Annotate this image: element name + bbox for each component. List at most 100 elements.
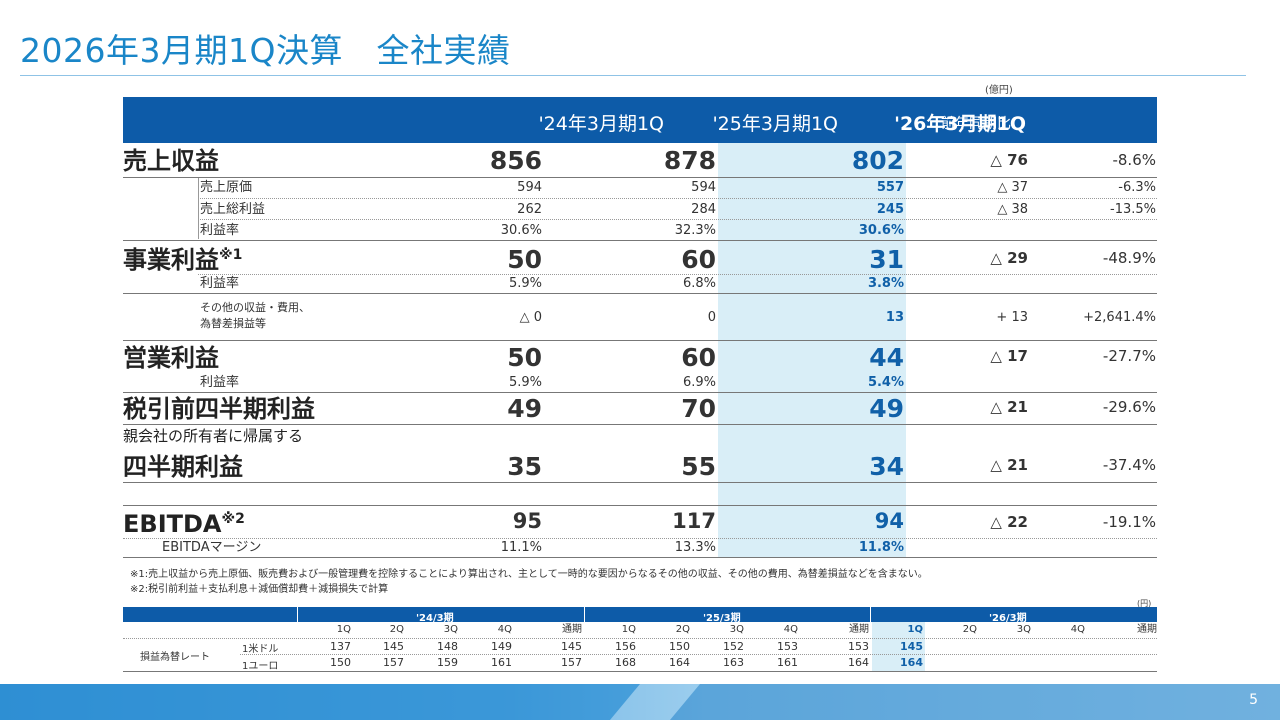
header-fy26: '26年3月期1Q bbox=[894, 113, 1026, 135]
gross-delta: △ 38 bbox=[997, 202, 1028, 217]
page-title: 2026年3月期1Q決算 全社実績 bbox=[20, 31, 511, 70]
fx-period-0: 1Q bbox=[336, 624, 351, 635]
fx-row-divider bbox=[240, 654, 1157, 655]
fx-row-label-usd: 1米ドル bbox=[242, 644, 279, 655]
fx-usd-7: 152 bbox=[723, 640, 744, 653]
other-pct: +2,641.4% bbox=[1083, 310, 1156, 325]
other-fy25: 0 bbox=[707, 310, 716, 325]
business-fy24: 50 bbox=[507, 245, 542, 274]
gross-fy25: 284 bbox=[691, 202, 716, 217]
operating-margin-fy25: 6.9% bbox=[682, 375, 716, 390]
operating-fy26: 44 bbox=[869, 343, 904, 372]
other-delta: + 13 bbox=[996, 310, 1028, 325]
net-fy26: 34 bbox=[869, 452, 904, 481]
row-label-gross: 売上総利益 bbox=[200, 202, 266, 217]
fx-period-1: 2Q bbox=[389, 624, 404, 635]
fx-period-9: 通期 bbox=[849, 624, 869, 635]
header-fy25: '25年3月期1Q bbox=[712, 113, 838, 135]
business-pct: -48.9% bbox=[1102, 249, 1156, 267]
ebitda-fy24: 95 bbox=[512, 509, 542, 533]
ebitda-margin-fy24: 11.1% bbox=[500, 540, 542, 555]
row-divider bbox=[123, 505, 1157, 506]
cogs-fy25: 594 bbox=[691, 180, 716, 195]
current-period-highlight bbox=[718, 143, 906, 557]
business-delta: △ 29 bbox=[990, 249, 1028, 267]
ebitda-margin-fy26: 11.8% bbox=[858, 540, 904, 555]
table-header: '24年3月期1Q '25年3月期1Q '26年3月期1Q 前年同期比 bbox=[123, 97, 1157, 143]
fx-eur-4: 157 bbox=[561, 656, 582, 669]
pretax-fy26: 49 bbox=[869, 394, 904, 423]
other-fy24: △ 0 bbox=[519, 310, 542, 325]
row-label-cogs: 売上原価 bbox=[200, 180, 253, 195]
fx-eur-1: 157 bbox=[383, 656, 404, 669]
fx-eur-3: 161 bbox=[491, 656, 512, 669]
fx-separator bbox=[870, 607, 871, 622]
fx-eur-5: 168 bbox=[615, 656, 636, 669]
fx-usd-8: 153 bbox=[777, 640, 798, 653]
business-margin-fy24: 5.9% bbox=[508, 276, 542, 291]
business-fy25: 60 bbox=[681, 245, 716, 274]
revenue-fy25: 878 bbox=[663, 146, 716, 175]
pretax-pct: -29.6% bbox=[1102, 398, 1156, 416]
gross-margin-fy24: 30.6% bbox=[500, 223, 542, 238]
business-margin-fy25: 6.8% bbox=[682, 276, 716, 291]
unit-label: (億円) bbox=[985, 85, 1013, 96]
ebitda-fy26: 94 bbox=[874, 509, 904, 533]
cogs-delta: △ 37 bbox=[997, 180, 1028, 195]
fx-period-3: 4Q bbox=[497, 624, 512, 635]
row-label-operating: 営業利益 bbox=[123, 344, 219, 372]
ebitda-margin-fy25: 13.3% bbox=[674, 540, 716, 555]
footer-band bbox=[0, 684, 1280, 720]
ebitda-fy25: 117 bbox=[672, 509, 716, 533]
cogs-pct: -6.3% bbox=[1118, 180, 1156, 195]
gross-margin-fy26: 30.6% bbox=[858, 223, 904, 238]
fx-separator bbox=[297, 607, 298, 622]
row-label-other-1: その他の収益・費用、 bbox=[200, 301, 310, 314]
fx-eur-2: 159 bbox=[437, 656, 458, 669]
fx-row-divider bbox=[123, 638, 1157, 639]
fx-period-4: 通期 bbox=[562, 624, 582, 635]
footnote-1: ※1:売上収益から売上原価、販売費および一般管理費を控除することにより算出され、… bbox=[130, 569, 928, 580]
other-fy26: 13 bbox=[885, 310, 904, 325]
gross-fy24: 262 bbox=[517, 202, 542, 217]
fx-row-label-eur: 1ユーロ bbox=[242, 661, 279, 672]
fx-period-10: 1Q bbox=[907, 624, 923, 635]
operating-margin-fy24: 5.9% bbox=[508, 375, 542, 390]
row-label-business-margin: 利益率 bbox=[200, 276, 240, 291]
fx-current-highlight bbox=[872, 622, 925, 671]
row-label-operating-margin: 利益率 bbox=[200, 375, 240, 390]
row-divider bbox=[123, 392, 1157, 393]
fx-year-26: '26/3期 bbox=[989, 613, 1027, 624]
fx-eur-0: 150 bbox=[330, 656, 351, 669]
fx-period-12: 3Q bbox=[1016, 624, 1031, 635]
fx-period-11: 2Q bbox=[962, 624, 977, 635]
business-fy26: 31 bbox=[869, 245, 904, 274]
net-delta: △ 21 bbox=[990, 456, 1028, 474]
fx-year-25: '25/3期 bbox=[703, 613, 741, 624]
pretax-fy24: 49 bbox=[507, 394, 542, 423]
net-fy24: 35 bbox=[507, 452, 542, 481]
row-divider bbox=[198, 198, 1157, 199]
fx-period-6: 2Q bbox=[675, 624, 690, 635]
fx-period-7: 3Q bbox=[729, 624, 744, 635]
fx-period-8: 4Q bbox=[783, 624, 798, 635]
gross-margin-fy25: 32.3% bbox=[674, 223, 716, 238]
row-label-revenue: 売上収益 bbox=[123, 147, 219, 175]
row-label-net-1: 親会社の所有者に帰属する bbox=[123, 427, 304, 445]
fx-period-14: 通期 bbox=[1137, 624, 1157, 635]
gross-pct: -13.5% bbox=[1110, 202, 1156, 217]
fx-eur-8: 161 bbox=[777, 656, 798, 669]
row-label-net-2: 四半期利益 bbox=[123, 453, 243, 481]
revenue-pct: -8.6% bbox=[1112, 151, 1156, 169]
fx-usd-5: 156 bbox=[615, 640, 636, 653]
row-divider bbox=[123, 482, 1157, 483]
operating-fy25: 60 bbox=[681, 343, 716, 372]
fx-usd-1: 145 bbox=[383, 640, 404, 653]
cogs-fy24: 594 bbox=[517, 180, 542, 195]
indent-line bbox=[198, 178, 199, 239]
page-number: 5 bbox=[1249, 692, 1258, 708]
fx-eur-10: 164 bbox=[900, 656, 923, 669]
row-divider bbox=[123, 340, 1157, 341]
fx-bottom-line bbox=[123, 671, 1157, 672]
operating-margin-fy26: 5.4% bbox=[867, 375, 904, 390]
